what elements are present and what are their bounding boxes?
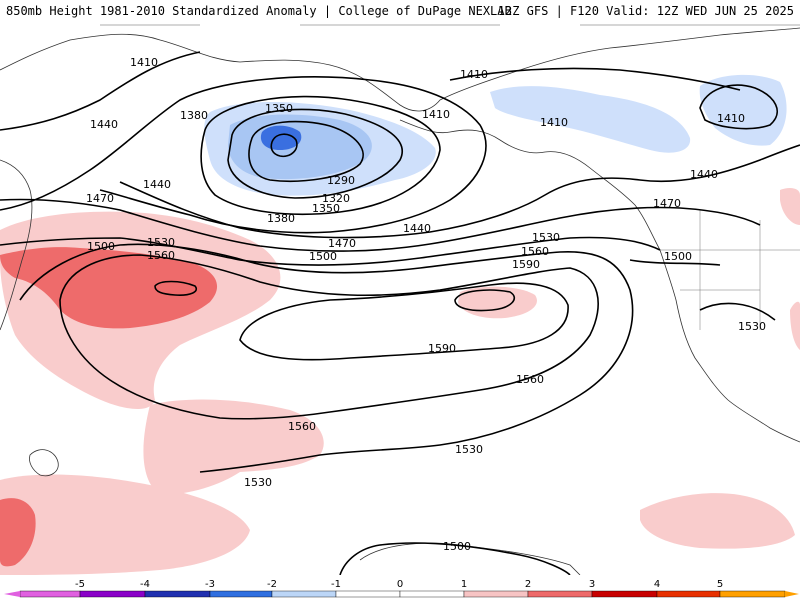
contour-label: 1380 (267, 212, 295, 225)
contour-label: 1500 (664, 250, 692, 263)
contour-label: 1500 (87, 240, 115, 253)
colorbar-segment (79, 590, 146, 598)
colorbar-tick-label: -1 (331, 579, 341, 590)
contour-label: 1500 (443, 540, 471, 553)
contour-label: 1530 (738, 320, 766, 333)
contour-label: 1410 (422, 108, 450, 121)
contour-label: 1590 (428, 342, 456, 355)
colorbar-segment (656, 590, 721, 598)
colorbar-segment (19, 590, 81, 598)
contour-label: 1500 (309, 250, 337, 263)
positive-anomaly-south-core (0, 498, 36, 567)
colorbar-segment (719, 590, 786, 598)
contour-1380 (200, 95, 441, 216)
contour-1530 (19, 243, 776, 473)
positive-anomaly-east-us (790, 301, 800, 350)
contour-label: 1410 (717, 112, 745, 125)
contour-1500 (0, 236, 721, 266)
contour-label: 1350 (265, 102, 293, 115)
colorbar-segment (463, 590, 529, 598)
map-panel: 1410 1440 1380 1350 1410 1440 1290 1320 … (0, 22, 800, 575)
contour-1410-east (699, 84, 778, 130)
contour-label: 1470 (86, 192, 114, 205)
colorbar-segment (527, 590, 593, 598)
colorbar-segment (271, 590, 337, 598)
contour-label: 1440 (403, 222, 431, 235)
map-header: 850mb Height 1981-2010 Standardized Anom… (0, 0, 800, 22)
contour-1560-west-core (154, 280, 197, 296)
contour-label: 1440 (690, 168, 718, 181)
header-run-info: 12Z GFS | F120 Valid: 12Z WED JUN 25 202… (497, 4, 794, 18)
colorbar-ticks: -5 -4 -3 -2 -1 0 1 2 3 4 5 (75, 579, 723, 590)
colorbar-tick-label: 1 (461, 579, 467, 590)
contour-label: 1530 (455, 443, 483, 456)
positive-anomaly-subtropical (143, 399, 324, 495)
colorbar-tick-label: -3 (205, 579, 215, 590)
colorbar-segment (591, 590, 658, 598)
negative-anomaly-bering-max (260, 125, 302, 150)
negative-anomaly-canada (490, 86, 691, 153)
colorbar-segment (209, 590, 273, 598)
header-title: 850mb Height 1981-2010 Standardized Anom… (6, 4, 512, 18)
colorbar-segments (4, 590, 799, 598)
contour-label: 1410 (540, 116, 568, 129)
map-svg: 1410 1440 1380 1350 1410 1440 1290 1320 … (0, 24, 800, 575)
colorbar-segment (144, 590, 211, 598)
colorbar-tick-label: -4 (140, 579, 150, 590)
colorbar-tick-label: 3 (589, 579, 595, 590)
colorbar-tick-label: 4 (654, 579, 660, 590)
contour-label: 1350 (312, 202, 340, 215)
contour-label: 1590 (512, 258, 540, 271)
coastlines (0, 24, 800, 575)
contour-label: 1290 (327, 174, 355, 187)
height-contours (0, 51, 800, 575)
contour-label: 1410 (460, 68, 488, 81)
contour-1470 (0, 198, 761, 252)
positive-anomaly-south (0, 474, 250, 575)
contour-1560 (59, 254, 599, 420)
contour-label: 1560 (288, 420, 316, 433)
contour-1500-south (339, 542, 571, 575)
anomaly-shading (0, 74, 800, 575)
anomaly-colorbar: -5 -4 -3 -2 -1 0 1 2 3 4 5 (0, 575, 800, 600)
positive-anomaly-east-pacific (640, 493, 795, 549)
contour-label: 1470 (328, 237, 356, 250)
contour-1440 (0, 51, 800, 239)
contour-label: 1380 (180, 109, 208, 122)
positive-anomaly-west-coast (780, 187, 800, 225)
contour-1560-central-core (454, 289, 516, 312)
colorbar-left-arrow (4, 591, 20, 597)
contour-label: 1530 (532, 231, 560, 244)
colorbar-right-arrow (785, 591, 799, 597)
colorbar-tick-label: 5 (717, 579, 723, 590)
contour-label: 1440 (90, 118, 118, 131)
contour-1350 (227, 108, 403, 199)
colorbar-segment (335, 590, 401, 598)
colorbar-svg: -5 -4 -3 -2 -1 0 1 2 3 4 5 (4, 579, 799, 598)
contour-label: 1530 (244, 476, 272, 489)
contour-label: 1320 (322, 192, 350, 205)
contour-label: 1470 (653, 197, 681, 210)
contour-label: 1530 (147, 236, 175, 249)
colorbar-tick-label: 0 (397, 579, 403, 590)
colorbar-tick-label: -2 (267, 579, 277, 590)
contour-label: 1440 (143, 178, 171, 191)
colorbar-tick-label: -5 (75, 579, 85, 590)
contour-label: 1560 (147, 249, 175, 262)
contour-label: 1560 (516, 373, 544, 386)
contour-label-layer: 1410 1440 1380 1350 1410 1440 1290 1320 … (86, 56, 766, 553)
contour-1290 (270, 133, 298, 158)
contour-label: 1410 (130, 56, 158, 69)
contour-1320 (248, 120, 364, 183)
contour-label: 1560 (521, 245, 549, 258)
colorbar-tick-label: 2 (525, 579, 531, 590)
colorbar-segment (399, 590, 465, 598)
contour-1410 (0, 67, 741, 234)
contour-1590 (239, 282, 569, 361)
